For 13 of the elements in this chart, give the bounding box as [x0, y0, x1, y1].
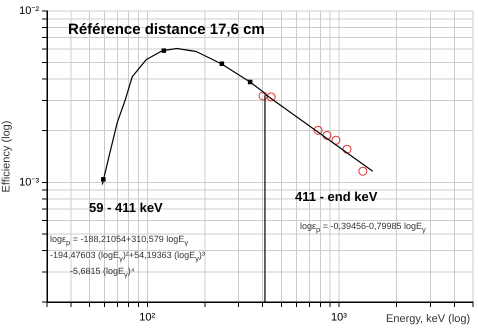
annotation: logε$_{p}$ = -0,39456-0,79985 logE$_{γ}$ — [300, 221, 426, 234]
y-tick-label: 10⁻² — [19, 5, 40, 18]
y-tick-label: 10⁻³ — [19, 176, 40, 188]
annotation: logε$_{p}$ = -188,21054+310,579 logE$_{γ}$ — [50, 234, 188, 248]
annotation: -194,47603 (logE$_{γ}$)²+54,19363 (logE$_{γ}$)³ — [50, 250, 205, 264]
annotation: Référence distance 17,6 cm — [68, 21, 265, 38]
x-tick-label: 10² — [139, 312, 156, 324]
annotation: -5,6815 (logE$_{γ}$)⁴ — [70, 266, 135, 280]
annotation: 411 - end keV — [295, 189, 378, 204]
x-axis-title: Energy, keV (log) — [386, 313, 470, 325]
x-tick-label: 10³ — [331, 312, 348, 324]
y-axis-title: Efficiency (log) — [0, 120, 13, 192]
annotation: 59 - 411 keV — [89, 200, 163, 216]
